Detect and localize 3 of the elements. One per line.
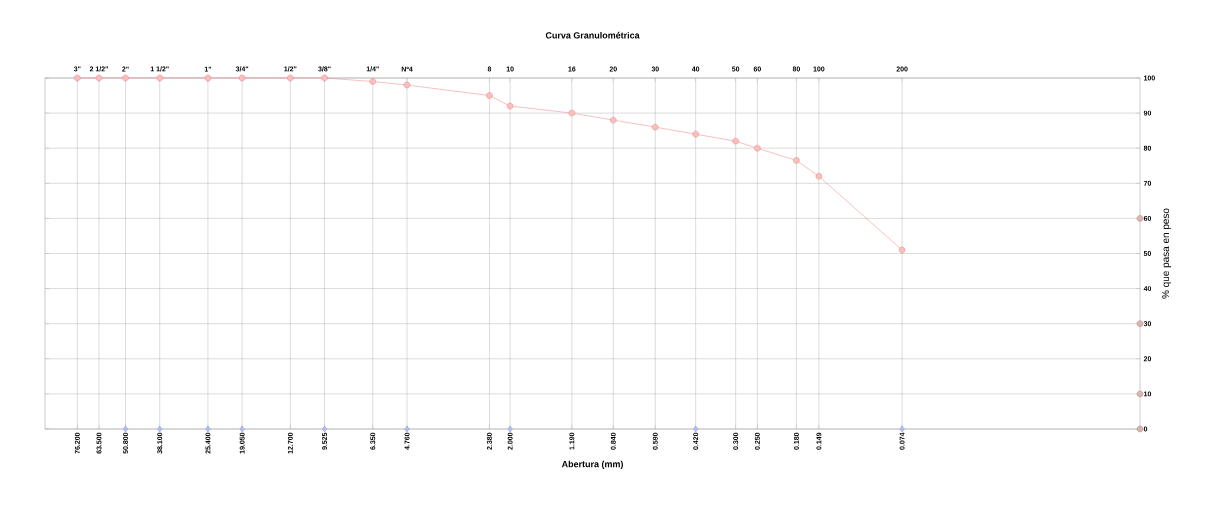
y-axis-title: % que pasa en peso (1162, 208, 1172, 299)
x-axis-title: Abertura (mm) (561, 460, 623, 470)
chart-title: Curva Granulométrica (545, 31, 640, 39)
